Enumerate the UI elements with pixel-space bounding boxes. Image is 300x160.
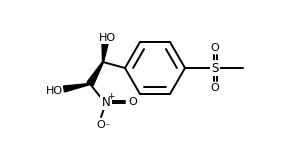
Text: O: O — [211, 83, 219, 93]
Text: O: O — [211, 43, 219, 53]
Text: +: + — [107, 92, 115, 100]
Text: O: O — [97, 120, 105, 130]
Text: S: S — [211, 61, 219, 75]
Text: HO: HO — [45, 86, 63, 96]
Text: HO: HO — [98, 33, 116, 43]
Polygon shape — [63, 84, 90, 92]
Text: ⁻: ⁻ — [104, 122, 110, 132]
Text: O: O — [129, 97, 137, 107]
Text: N: N — [102, 96, 110, 108]
Polygon shape — [87, 62, 104, 86]
Polygon shape — [102, 44, 108, 62]
